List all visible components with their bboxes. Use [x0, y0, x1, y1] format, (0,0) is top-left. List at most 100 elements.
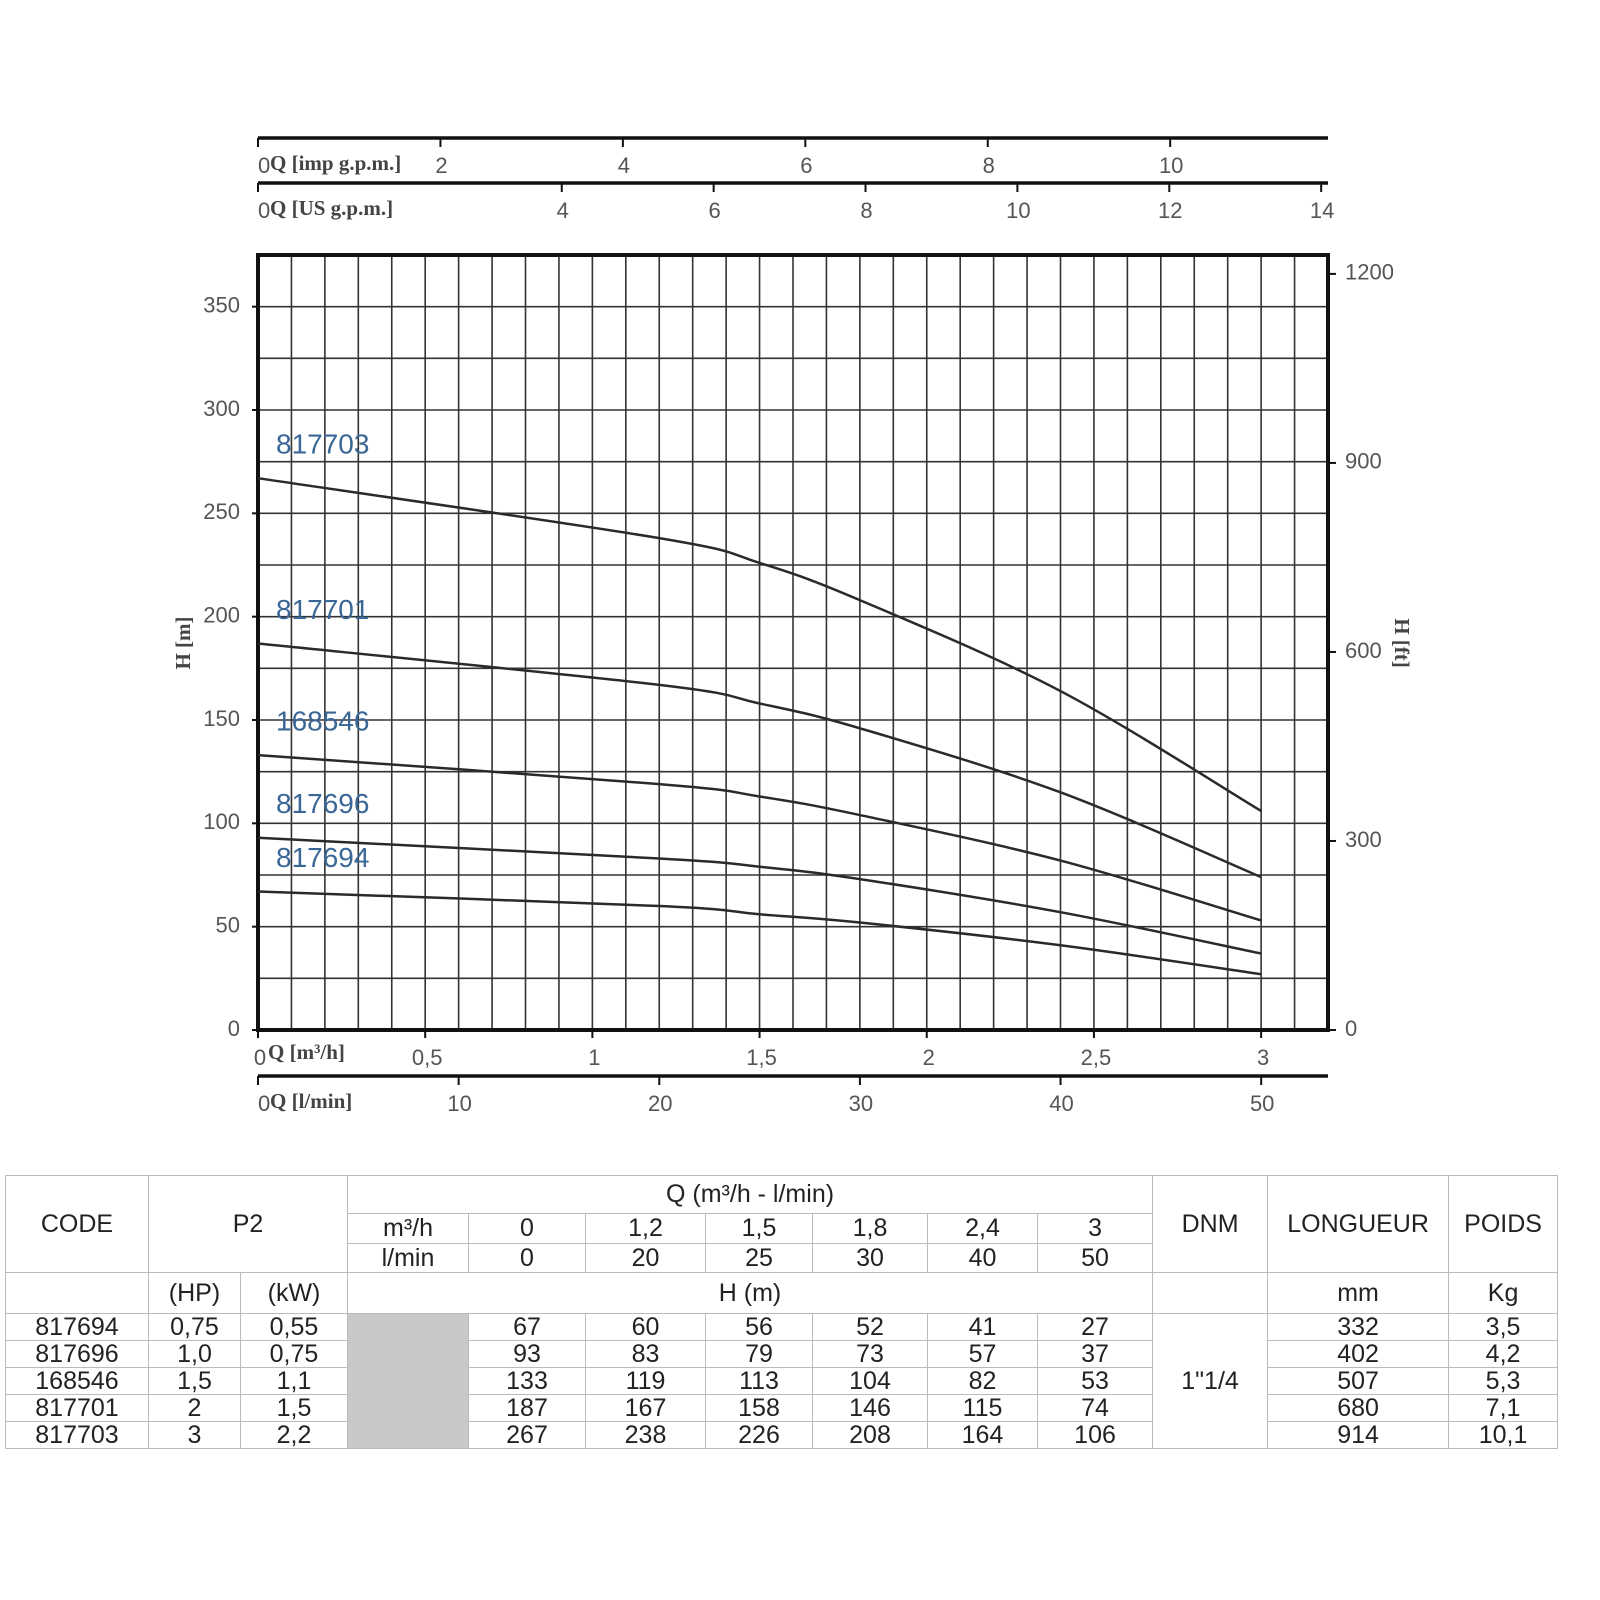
- table-cell: 83: [585, 1340, 706, 1368]
- header-cell: CODE: [5, 1175, 149, 1273]
- header-cell: 30: [812, 1243, 928, 1273]
- table-cell: 133: [468, 1367, 586, 1395]
- table-cell: 2,2: [240, 1421, 348, 1449]
- x-tick-label: 2,5: [1081, 1045, 1112, 1070]
- y-tick-label: 250: [203, 499, 240, 524]
- table-cell: 146: [812, 1394, 928, 1422]
- table-cell: 7,1: [1448, 1394, 1559, 1422]
- table-cell: 1,5: [240, 1394, 348, 1422]
- header-cell: 20: [585, 1243, 706, 1273]
- table-cell: 73: [812, 1340, 928, 1368]
- table-cell: 187: [468, 1394, 586, 1422]
- extra-axis-tick-label: 0: [258, 153, 270, 178]
- table-cell: 332: [1267, 1313, 1450, 1341]
- table-cell: 238: [585, 1421, 706, 1449]
- table-cell: 67: [468, 1313, 586, 1341]
- table-row: (HP) (kW) H (m) mm Kg: [5, 1272, 1559, 1314]
- extra-axis-title: Q [imp g.p.m.]: [270, 151, 401, 175]
- curve-label: 817701: [276, 594, 369, 625]
- table-cell: 817703: [5, 1421, 149, 1449]
- table-cell: 817701: [5, 1394, 149, 1422]
- table-cell: 37: [1036, 1340, 1154, 1368]
- table-cell: 41: [927, 1313, 1038, 1341]
- table-cell: 817694: [5, 1313, 149, 1341]
- curve: [257, 836, 1262, 955]
- header-cell: 40: [927, 1243, 1038, 1273]
- extra-axis-tick-label: 12: [1158, 198, 1182, 223]
- table-row: 168546 1,5 1,1 133 119 113 104 82 53 507 5,3: [5, 1367, 1559, 1395]
- header-cell: l/min: [347, 1243, 469, 1273]
- y-tick-label: 200: [203, 602, 240, 627]
- header-cell: H (m): [346, 1272, 1154, 1314]
- table-cell: 5,3: [1448, 1367, 1559, 1395]
- header-cell: 50: [1036, 1243, 1154, 1273]
- extra-axis-tick-label: 0: [258, 198, 270, 223]
- table-cell: 914: [1267, 1421, 1450, 1449]
- header-cell: DNM: [1152, 1175, 1269, 1273]
- x-tick-label: 0: [254, 1045, 266, 1070]
- table-cell: 0,75: [240, 1340, 348, 1368]
- y2-tick-label: 1200: [1345, 260, 1394, 285]
- curve-label: 817696: [276, 788, 369, 819]
- y2-tick-label: 900: [1345, 449, 1382, 474]
- header-cell: m³/h: [347, 1213, 469, 1244]
- curve: [257, 476, 1262, 813]
- y-tick-label: 350: [203, 292, 240, 317]
- table-cell: 115: [927, 1394, 1038, 1422]
- extra-axis-tick-label: 6: [800, 153, 812, 178]
- header-cell: (HP): [148, 1272, 241, 1314]
- extra-axis-tick-label: 30: [849, 1091, 873, 1116]
- x-tick-label: 2: [923, 1045, 935, 1070]
- table-cell: 267: [468, 1421, 586, 1449]
- table-cell: 0,55: [240, 1313, 348, 1341]
- table-row: 817703 3 2,2 267 238 226 208 164 106 914 10,1: [5, 1421, 1559, 1449]
- header-cell: 2,4: [927, 1213, 1038, 1244]
- x-tick-label: 1: [588, 1045, 600, 1070]
- table-cell: 507: [1267, 1367, 1450, 1395]
- table-cell: 52: [812, 1313, 928, 1341]
- table-cell: 1,0: [148, 1340, 241, 1368]
- extra-axis-tick-label: 0: [258, 1091, 270, 1116]
- table-cell: 817696: [5, 1340, 149, 1368]
- curve: [257, 890, 1262, 976]
- table-cell: 106: [1036, 1421, 1154, 1449]
- table-row: CODE P2 Q (m³/h - l/min) DNM LONGUEUR POIDS: [5, 1175, 1559, 1273]
- extra-axis-tick-label: 2: [435, 153, 447, 178]
- table-cell: 402: [1267, 1340, 1450, 1368]
- y2-tick-label: 300: [1345, 827, 1382, 852]
- curve: [257, 753, 1262, 922]
- header-cell: 3: [1036, 1213, 1154, 1244]
- table-cell: 27: [1036, 1313, 1154, 1341]
- extra-axis-title: Q [l/min]: [270, 1089, 352, 1113]
- header-cell: LONGUEUR: [1267, 1175, 1450, 1273]
- curve-label: 817703: [276, 429, 369, 460]
- extra-axis-tick-label: 6: [709, 198, 721, 223]
- header-cell: 0: [468, 1243, 586, 1273]
- header-cell: Q (m³/h - l/min): [346, 1175, 1154, 1214]
- table-row: 817701 2 1,5 187 167 158 146 115 74 680 7,1: [5, 1394, 1559, 1422]
- x-tick-label: 3: [1257, 1045, 1269, 1070]
- table-cell: 1,5: [148, 1367, 241, 1395]
- table-cell: 10,1: [1448, 1421, 1559, 1449]
- y-tick-label: 50: [216, 912, 240, 937]
- table-cell: 3: [148, 1421, 241, 1449]
- x-tick-label: 0,5: [412, 1045, 443, 1070]
- shaded-cell: [347, 1313, 469, 1449]
- curve-label: 168546: [276, 706, 369, 737]
- y-axis-title: H [m]: [171, 616, 195, 669]
- header-cell: 25: [705, 1243, 813, 1273]
- x-axis-title: Q [m³/h]: [268, 1040, 345, 1064]
- header-cell: 1,8: [812, 1213, 928, 1244]
- table-row: 817696 1,0 0,75 93 83 79 73 57 37 402 4,2: [5, 1340, 1559, 1368]
- table-cell: 680: [1267, 1394, 1450, 1422]
- table-row: m³/h 0 1,2 1,5 1,8 2,4 3: [6, 1213, 1558, 1244]
- table-cell: 60: [585, 1313, 706, 1341]
- table-cell: 226: [705, 1421, 813, 1449]
- table-cell: 164: [927, 1421, 1038, 1449]
- y-tick-label: 100: [203, 809, 240, 834]
- table-cell: 167: [585, 1394, 706, 1422]
- table-cell: 1"1/4: [1152, 1313, 1269, 1449]
- table-cell: 168546: [5, 1367, 149, 1395]
